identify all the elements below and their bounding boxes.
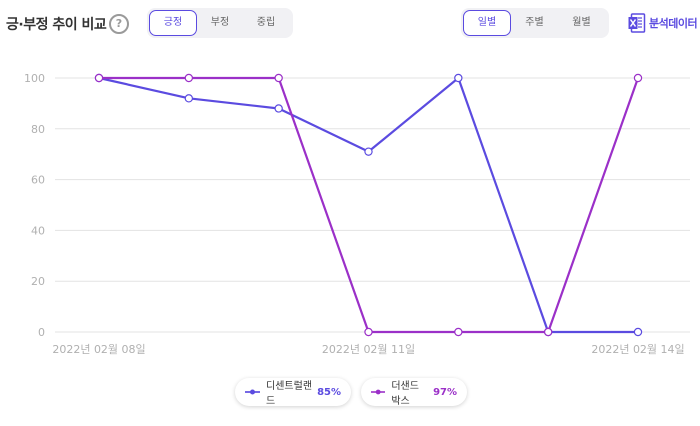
legend-series-1-name: 디센트럴랜드	[266, 381, 313, 407]
data-point[interactable]	[543, 327, 553, 337]
x-axis: 2022년 02월 08일 2022년 02월 11일 2022년 02월 14일	[52, 342, 684, 356]
x-tick-label: 2022년 02월 11일	[322, 342, 415, 356]
chart-series	[94, 73, 643, 337]
data-point[interactable]	[274, 104, 283, 113]
tab-negative[interactable]: 부정	[210, 17, 230, 28]
page-title: 긍·부정 추이 비교	[6, 17, 107, 33]
legend-series-2-percent: 97%	[433, 386, 457, 398]
series-line	[98, 76, 638, 334]
legend-series-1-percent: 85%	[317, 386, 341, 398]
legend-item-series-2[interactable]: 더샌드박스 97%	[361, 378, 467, 407]
excel-download-button[interactable]: 분석데이터	[628, 12, 698, 34]
series-line	[99, 76, 640, 334]
tab-daily[interactable]: 일별	[463, 10, 511, 36]
data-point[interactable]	[454, 327, 463, 337]
period-tab-group: 일별 주별 월별	[461, 8, 609, 38]
y-tick-label: 0	[38, 326, 45, 339]
data-point[interactable]	[184, 94, 194, 103]
data-point[interactable]	[364, 147, 373, 156]
y-axis: 0 20 40 60 80 100	[24, 72, 45, 339]
chart-header: 긍·부정 추이 비교 ? 긍정 부정 중립 일별 주별 월별 분석데이터	[0, 0, 700, 46]
data-point[interactable]	[94, 73, 104, 83]
tab-positive[interactable]: 긍정	[149, 10, 197, 36]
legend-marker-series-2	[371, 389, 386, 395]
data-point[interactable]	[454, 73, 463, 83]
chart-grid	[55, 77, 690, 333]
excel-icon	[628, 13, 646, 33]
series-2	[94, 73, 643, 337]
y-tick-label: 100	[24, 72, 45, 85]
excel-download-label: 분석데이터	[649, 17, 698, 30]
data-point[interactable]	[274, 73, 283, 83]
data-point[interactable]	[633, 73, 643, 83]
y-tick-label: 20	[31, 275, 45, 288]
sentiment-tab-group: 긍정 부정 중립	[147, 8, 293, 38]
tab-weekly[interactable]: 주별	[525, 17, 544, 28]
x-tick-label: 2022년 02월 14일	[591, 342, 684, 356]
help-icon[interactable]: ?	[109, 14, 129, 34]
tab-neutral[interactable]: 중립	[256, 17, 276, 28]
tab-monthly[interactable]: 월별	[572, 17, 591, 28]
y-tick-label: 40	[31, 224, 45, 237]
data-point[interactable]	[364, 327, 373, 337]
data-point[interactable]	[633, 327, 643, 337]
legend-series-2-name: 더샌드박스	[391, 381, 419, 407]
x-tick-label: 2022년 02월 08일	[52, 342, 145, 356]
legend-item-series-1[interactable]: 디센트럴랜드 85%	[235, 378, 351, 407]
data-point[interactable]	[184, 73, 194, 83]
y-tick-label: 60	[31, 174, 45, 187]
legend-marker-series-1	[245, 389, 261, 395]
y-tick-label: 80	[31, 123, 45, 136]
